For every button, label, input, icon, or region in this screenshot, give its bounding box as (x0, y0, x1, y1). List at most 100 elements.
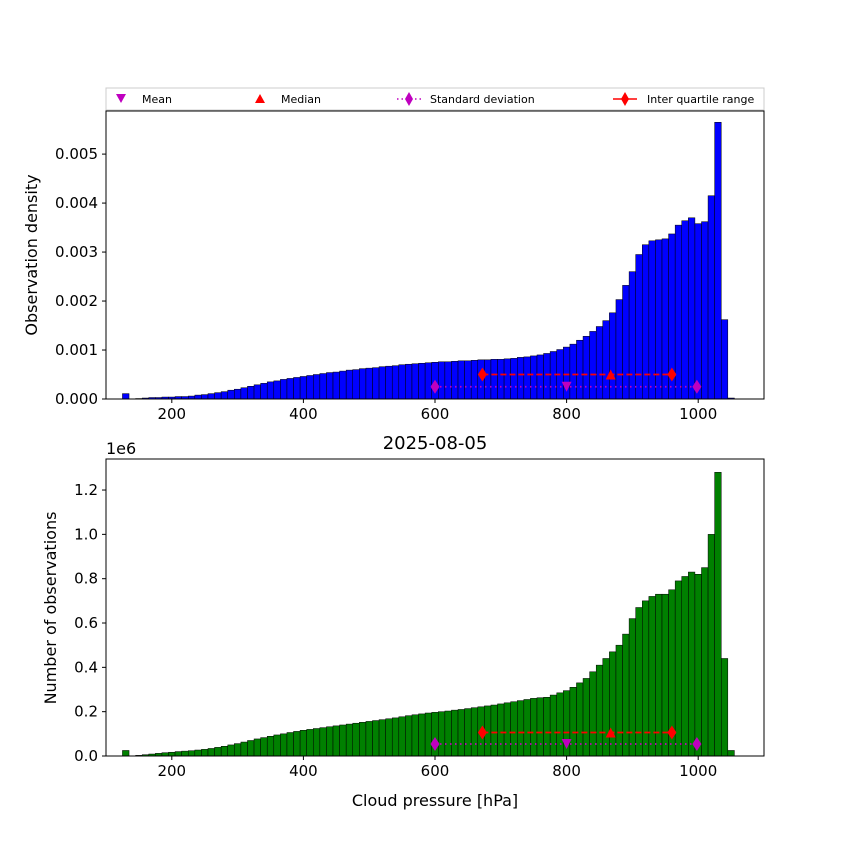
histogram-bar (345, 369, 354, 400)
histogram-bar (247, 386, 255, 400)
x-tick-label: 400 (289, 762, 318, 780)
histogram-bar (694, 223, 702, 400)
histogram-bar (339, 370, 347, 400)
y-tick-label: 0.0 (74, 747, 98, 765)
histogram-bar (635, 607, 643, 757)
legend-label-std: Standard deviation (430, 93, 535, 106)
count-y-axis-label: Number of observations (41, 512, 60, 705)
histogram-bar (299, 376, 307, 400)
histogram-bar (727, 750, 735, 757)
histogram-bar (260, 383, 268, 400)
count-offset-text: 1e6 (106, 439, 136, 458)
histogram-bar (470, 360, 479, 400)
histogram-bar (674, 580, 682, 757)
histogram-bar (602, 658, 610, 757)
histogram-bar (365, 721, 373, 757)
histogram-bar (240, 741, 248, 757)
count-chart: 200 400 600 800 1000 0.0 0.2 0.4 0.6 0.8 1.0 1.2 1… (41, 439, 765, 810)
histogram-bar (247, 740, 255, 757)
histogram-bar (352, 369, 360, 400)
density-chart: 200 400 600 800 1000 0.0000.0010.0020.0030.0… (22, 110, 765, 423)
histogram-bar (635, 254, 643, 400)
histogram-bar (589, 331, 597, 400)
histogram-bar (253, 384, 261, 400)
histogram-bar (681, 220, 689, 400)
histogram-bar (595, 326, 604, 400)
histogram-bar (622, 285, 630, 400)
histogram-bar (174, 751, 182, 757)
histogram-bar (391, 717, 400, 757)
histogram-bar (688, 571, 696, 757)
histogram-bar (707, 534, 715, 757)
y-tick-label: 0.003 (55, 243, 98, 261)
histogram-bar (503, 358, 511, 400)
histogram-bar (227, 389, 235, 400)
histogram-bar (405, 363, 413, 400)
histogram-bar (464, 360, 472, 400)
histogram-bar (378, 719, 386, 757)
histogram-bar (234, 743, 242, 757)
legend-label-mean: Mean (142, 93, 172, 106)
histogram-bar (372, 720, 380, 757)
y-tick-label: 0.001 (55, 341, 98, 359)
histogram-bar (714, 472, 722, 757)
mean-marker (561, 739, 572, 750)
histogram-bar (576, 682, 584, 757)
density-x-ticks: 200 400 600 800 1000 (157, 399, 717, 423)
iqr-endpoint-marker (477, 367, 487, 382)
legend: Mean Median Standard deviation Inter qua… (105, 87, 765, 111)
histogram-bar (411, 363, 419, 400)
histogram-bar (490, 704, 498, 757)
histogram-bar (424, 712, 432, 757)
histogram-bar (701, 221, 709, 400)
histogram-bar (359, 722, 367, 757)
x-tick-label: 200 (157, 762, 186, 780)
histogram-bar (674, 224, 682, 400)
y-tick-label: 1.2 (74, 481, 98, 499)
histogram-bar (273, 380, 281, 400)
histogram-bar (628, 271, 636, 400)
legend-label-median: Median (281, 93, 321, 106)
histogram-bar (517, 357, 525, 400)
histogram-bar (642, 244, 650, 400)
histogram-bar (201, 749, 209, 757)
histogram-bar (615, 299, 623, 400)
y-tick-label: 0.6 (74, 614, 98, 632)
density-bars (122, 122, 735, 400)
count-y-ticks: 0.0 0.2 0.4 0.6 0.8 1.0 1.2 (74, 481, 106, 765)
std-endpoint-marker (692, 379, 702, 394)
histogram-bar (609, 651, 617, 757)
histogram-bar (497, 359, 505, 400)
histogram-bar (201, 394, 209, 400)
histogram-bar (451, 361, 459, 400)
histogram-bar (688, 217, 696, 400)
legend-item-iqr: Inter quartile range (613, 92, 754, 106)
histogram-bar (438, 361, 446, 400)
histogram-bar (194, 749, 202, 757)
histogram-bar (207, 393, 215, 400)
histogram-bar (280, 733, 288, 757)
histogram-bar (543, 353, 551, 400)
histogram-bar (510, 701, 518, 757)
histogram-bar (234, 388, 242, 400)
histogram-bar (293, 731, 301, 757)
histogram-bar (313, 728, 321, 757)
x-tick-label: 400 (289, 405, 318, 423)
histogram-bar (536, 354, 544, 400)
density-y-axis-label: Observation density (22, 174, 41, 335)
histogram-bar (293, 377, 301, 400)
histogram-bar (490, 359, 498, 400)
y-tick-label: 0.2 (74, 703, 98, 721)
histogram-bar (266, 381, 275, 400)
count-x-ticks: 200 400 600 800 1000 (157, 756, 717, 780)
histogram-bar (517, 700, 525, 757)
histogram-bar (306, 375, 314, 400)
mean-marker (561, 381, 572, 392)
histogram-bar (391, 365, 400, 400)
histogram-bar (332, 371, 340, 400)
histogram-bar (214, 392, 222, 400)
y-tick-label: 0.002 (55, 292, 98, 310)
histogram-bar (220, 746, 228, 757)
x-tick-label: 200 (157, 405, 186, 423)
histogram-bar (444, 361, 452, 400)
